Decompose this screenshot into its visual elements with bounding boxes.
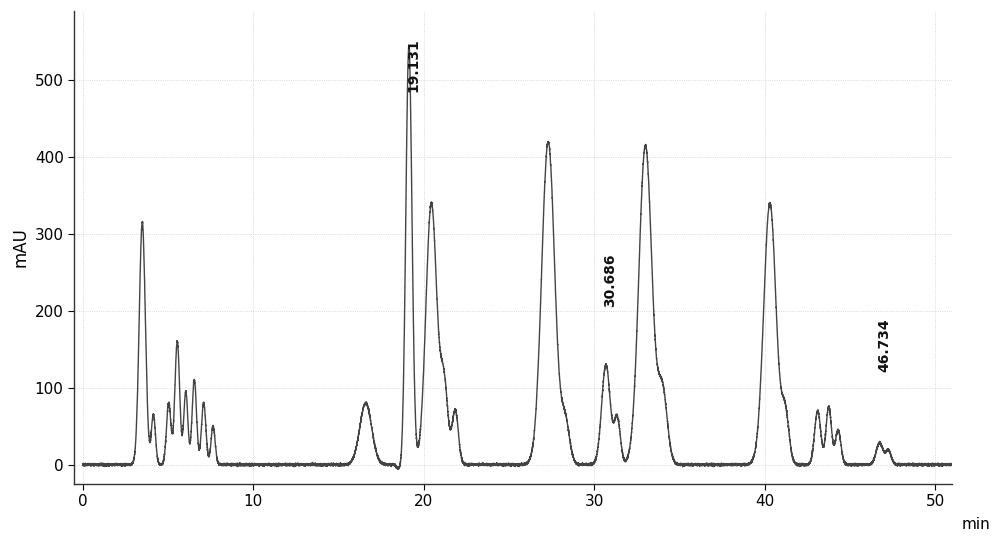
Y-axis label: mAU: mAU [11,227,29,267]
Text: 46.734: 46.734 [877,319,891,372]
Text: 19.131: 19.131 [406,38,420,92]
Text: 30.686: 30.686 [603,253,617,307]
Text: min: min [961,517,990,532]
